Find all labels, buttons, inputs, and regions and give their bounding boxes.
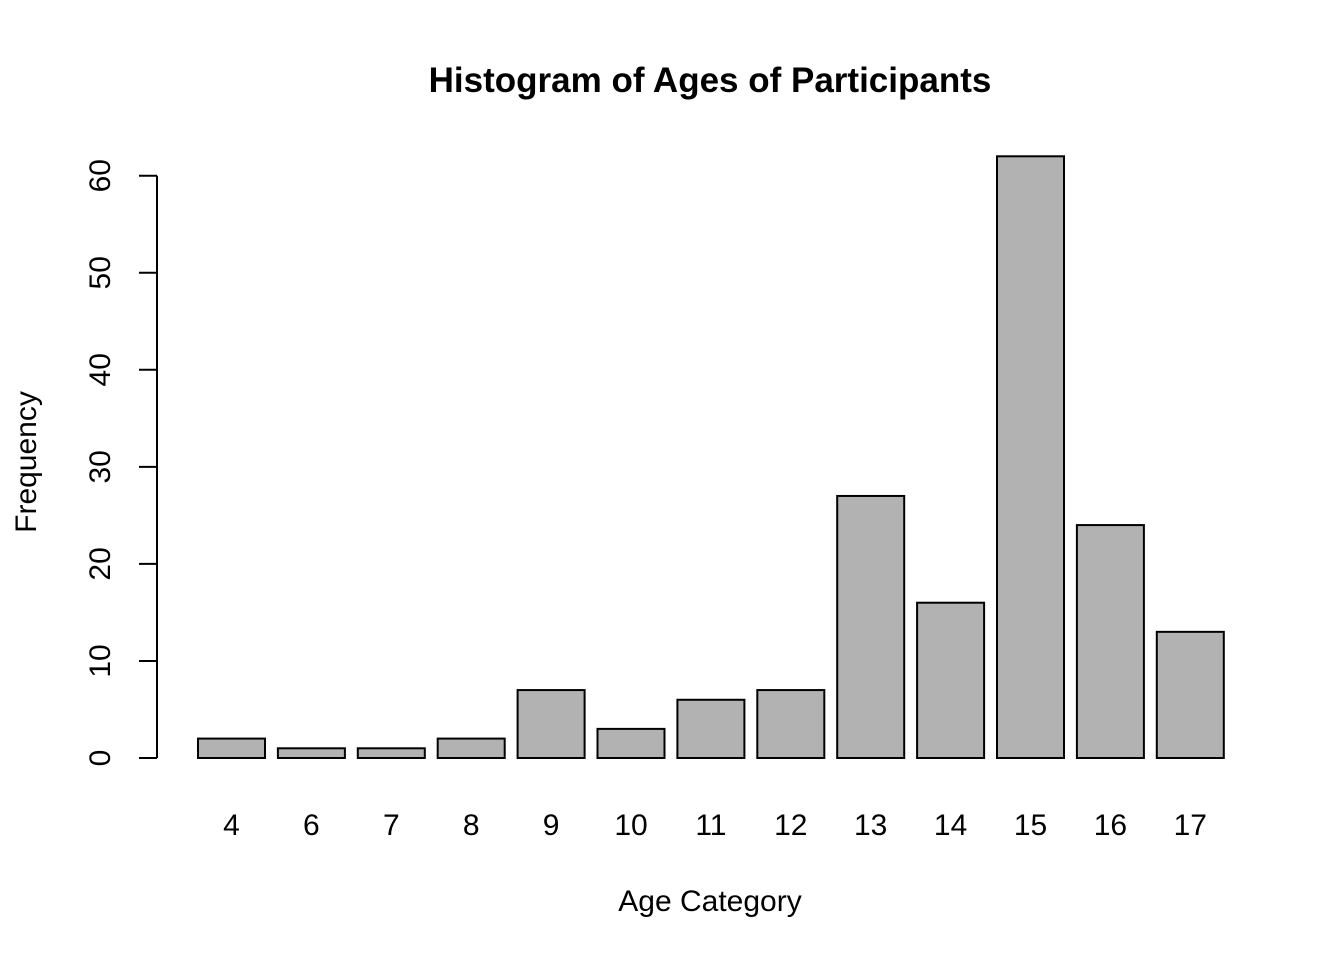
x-tick-label: 11 <box>695 809 726 842</box>
y-tick-label: 40 <box>84 353 117 386</box>
bar-10 <box>596 727 666 760</box>
bar-11 <box>676 698 746 760</box>
y-tick-label: 20 <box>84 547 117 580</box>
bar-7 <box>356 747 426 759</box>
bar-9 <box>516 689 586 759</box>
x-tick-label: 10 <box>614 809 647 842</box>
x-tick-labels: 4 6 7 8 9 10 11 12 13 14 15 16 17 <box>223 809 1207 842</box>
chart-title: Histogram of Ages of Participants <box>429 61 992 100</box>
x-tick-label: 13 <box>854 809 887 842</box>
x-tick-label: 15 <box>1014 809 1047 842</box>
y-axis-label: Frequency <box>10 391 43 533</box>
bar-8 <box>436 737 506 760</box>
x-tick-label: 7 <box>383 809 400 842</box>
x-tick-label: 12 <box>774 809 807 842</box>
bar-15 <box>996 155 1065 760</box>
bar-17 <box>1155 630 1225 760</box>
y-tick-label: 50 <box>84 256 117 289</box>
bar-4 <box>197 737 266 760</box>
y-axis: 0 10 20 30 40 50 60 <box>84 159 158 767</box>
bar-16 <box>1075 524 1145 760</box>
bar-14 <box>916 601 986 759</box>
x-axis-label: Age Category <box>618 885 801 918</box>
bar-12 <box>756 689 826 759</box>
bar-6 <box>276 747 346 759</box>
x-tick-label: 8 <box>463 809 480 842</box>
x-tick-label: 17 <box>1174 809 1207 842</box>
x-tick-label: 9 <box>543 809 560 842</box>
x-tick-label: 16 <box>1094 809 1127 842</box>
y-tick-label: 60 <box>84 159 117 192</box>
bar-13 <box>836 494 906 759</box>
bars-group <box>197 155 1225 760</box>
x-tick-label: 14 <box>934 809 967 842</box>
y-tick-label: 30 <box>84 450 117 483</box>
y-tick-label: 10 <box>84 644 117 677</box>
x-tick-label: 6 <box>303 809 320 842</box>
x-tick-label: 4 <box>223 809 240 842</box>
y-tick-label: 0 <box>84 750 117 767</box>
